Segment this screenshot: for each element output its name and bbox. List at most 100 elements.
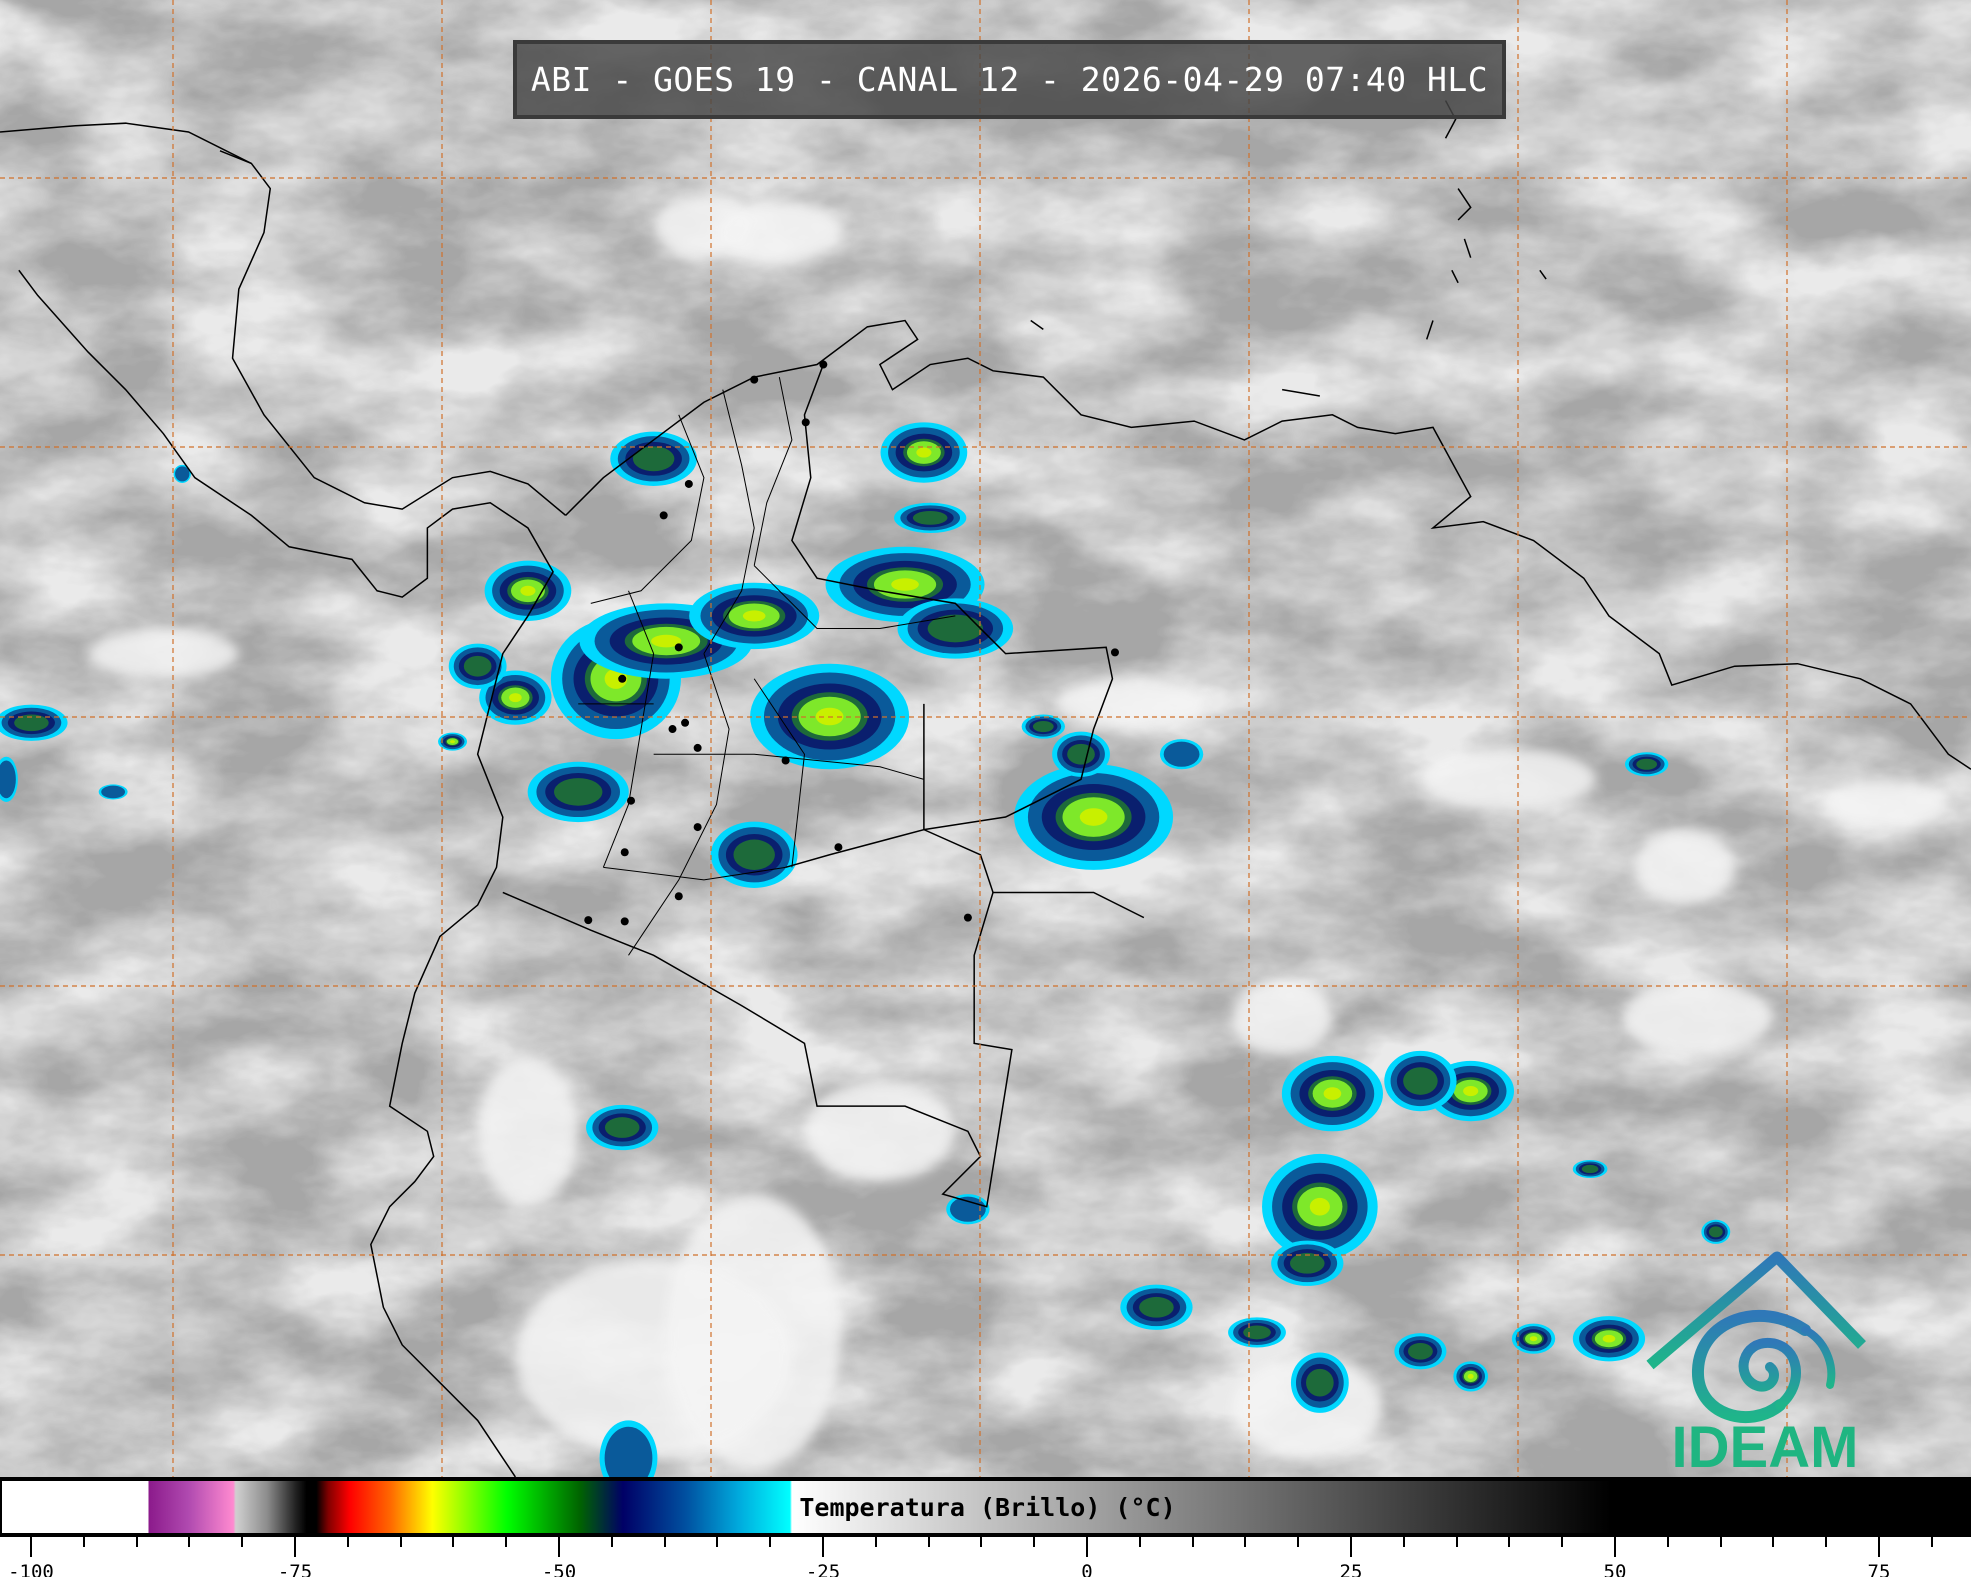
convective-cell (1290, 1352, 1349, 1413)
convective-cell (1624, 752, 1669, 777)
bright-cloud (1822, 779, 1949, 830)
convective-cell (610, 431, 698, 486)
city-marker (693, 743, 702, 752)
city-marker (674, 892, 683, 901)
convective-cell (1228, 1317, 1286, 1348)
bright-cloud (1055, 678, 1207, 730)
city-marker (681, 718, 690, 727)
city-marker (684, 479, 693, 488)
city-marker (801, 418, 810, 427)
major-tick (822, 1537, 824, 1557)
bright-cloud (1621, 980, 1773, 1056)
convective-cell (1281, 1055, 1384, 1132)
coastline-central-america-north (0, 122, 567, 516)
title-banner: ABI - GOES 19 - CANAL 12 - 2026-04-29 07… (513, 40, 1506, 119)
minor-tick (1666, 1537, 1669, 1547)
major-tick (1350, 1537, 1352, 1557)
tick-label: -50 (541, 1561, 577, 1577)
minor-tick (874, 1537, 877, 1547)
minor-tick (1138, 1537, 1141, 1547)
minor-tick (1825, 1537, 1828, 1547)
bright-cloud (1420, 747, 1597, 811)
convective-cell (897, 598, 1014, 659)
convective-cell (438, 732, 467, 751)
colorbar-axis: -100 -75 -50 -25 0 25 50 75 (0, 1537, 1971, 1577)
minor-tick (980, 1537, 983, 1547)
bright-cloud (1634, 829, 1735, 906)
convective-cell (448, 643, 507, 689)
tick-label: -25 (805, 1561, 841, 1577)
minor-tick (927, 1537, 930, 1547)
high-clouds (87, 194, 1949, 1471)
convective-cell (484, 560, 572, 621)
minor-tick (1033, 1537, 1036, 1547)
city-marker (750, 375, 759, 384)
minor-tick (716, 1537, 719, 1547)
colorbar: Temperatura (Brillo) (°C) -100 -75 -50 -25 0… (0, 1477, 1971, 1577)
bright-cloud (804, 1081, 956, 1182)
city-marker (620, 848, 629, 857)
minor-tick (1297, 1537, 1300, 1547)
satellite-map (0, 0, 1971, 1477)
minor-tick (1772, 1537, 1775, 1547)
coastline-caribbean (565, 319, 1971, 770)
city-marker (627, 796, 636, 805)
convective-cell (0, 756, 18, 802)
major-tick (1086, 1537, 1088, 1557)
border-colombia-south (785, 828, 1145, 919)
convective-cell (1120, 1284, 1193, 1330)
minor-tick (241, 1537, 244, 1547)
convective-cell (1384, 1050, 1457, 1112)
minor-tick (1930, 1537, 1933, 1547)
tick-label: 75 (1867, 1561, 1891, 1577)
convective-cell (1271, 1240, 1344, 1286)
ideam-logo: IDEAM (1646, 1251, 1866, 1475)
convective-cell (586, 1104, 659, 1151)
city-marker (620, 917, 629, 926)
minor-tick (505, 1537, 508, 1547)
convective-cell (479, 670, 552, 725)
city-marker (584, 916, 593, 925)
minor-tick (399, 1537, 402, 1547)
minor-tick (346, 1537, 349, 1547)
convective-cell (1159, 739, 1204, 770)
major-tick (1878, 1537, 1880, 1557)
convective-cell (1453, 1361, 1489, 1392)
city-marker (1110, 648, 1119, 657)
city-marker (618, 674, 627, 683)
major-tick (558, 1537, 560, 1557)
city-marker (668, 725, 677, 734)
minor-tick (769, 1537, 772, 1547)
bright-cloud (477, 1055, 579, 1207)
coastline-pacific (18, 269, 554, 1477)
convective-cell (1021, 714, 1065, 739)
department-borders (578, 377, 956, 956)
convective-cell (1572, 1159, 1608, 1179)
city-marker (834, 843, 843, 852)
convective-cell (527, 761, 629, 823)
city-markers (584, 360, 1119, 926)
major-tick (294, 1537, 296, 1557)
swirl-icon (1691, 1309, 1836, 1424)
convective-cell (880, 422, 968, 483)
minor-tick (1719, 1537, 1722, 1547)
minor-tick (1402, 1537, 1405, 1547)
convective-cell (1262, 1153, 1378, 1260)
major-tick (1614, 1537, 1616, 1557)
cloud-texture (0, 0, 1971, 1477)
city-marker (674, 643, 683, 652)
coastlines-borders (0, 100, 1971, 1477)
tick-label: 50 (1603, 1561, 1627, 1577)
convective-cell (98, 784, 128, 800)
bright-cloud (1231, 980, 1333, 1056)
city-marker (659, 511, 668, 520)
city-marker (819, 360, 828, 369)
convective-cell (1052, 731, 1110, 777)
map-title: ABI - GOES 19 - CANAL 12 - 2026-04-29 07… (530, 60, 1489, 99)
minor-tick (82, 1537, 85, 1547)
border-colombia-venezuela (791, 364, 1114, 831)
bright-cloud (653, 194, 755, 258)
convective-cell (710, 821, 798, 888)
city-marker (693, 823, 702, 832)
